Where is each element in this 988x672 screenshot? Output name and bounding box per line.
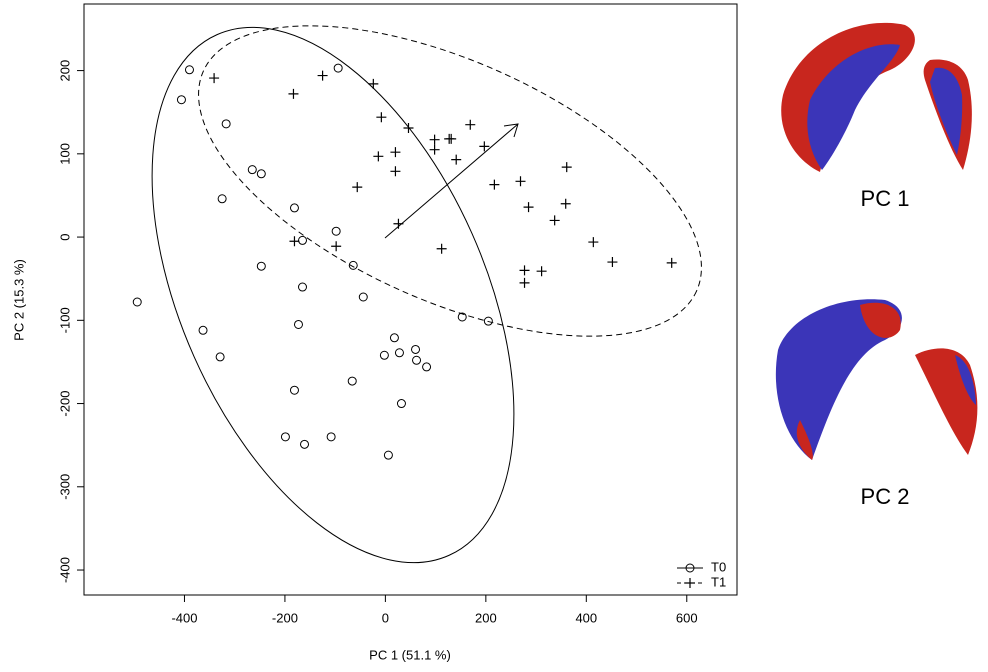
plot-box: [83, 3, 738, 596]
point: [256, 261, 266, 271]
point: [348, 260, 358, 270]
point: [132, 297, 142, 307]
point: [446, 133, 457, 144]
point: [184, 65, 194, 75]
point: [393, 218, 404, 229]
point: [176, 95, 186, 105]
point: [394, 348, 404, 358]
x-tick-label: -400: [171, 610, 197, 625]
point: [411, 344, 421, 354]
point: [221, 119, 231, 129]
point: [368, 78, 379, 89]
point: [588, 237, 599, 248]
y-tick-label: -300: [57, 474, 72, 500]
y-axis-label: PC 2 (15.3 %): [11, 259, 26, 341]
point: [429, 144, 440, 155]
legend-label: T0: [711, 559, 726, 574]
point: [489, 179, 500, 190]
y-tick-label: -200: [57, 391, 72, 417]
x-tick-label: 200: [475, 610, 497, 625]
point: [379, 350, 389, 360]
point: [422, 362, 432, 372]
x-tick-label: 400: [575, 610, 597, 625]
point: [536, 266, 547, 277]
point: [333, 63, 343, 73]
point: [666, 257, 677, 268]
point: [215, 352, 225, 362]
point: [607, 257, 618, 268]
legend-label: T1: [711, 574, 726, 589]
point: [383, 450, 393, 460]
point: [289, 203, 299, 213]
point: [451, 154, 462, 165]
x-axis-label: PC 1 (51.1 %): [369, 647, 451, 662]
point: [483, 316, 493, 326]
point: [412, 355, 422, 365]
x-tick-label: 0: [382, 610, 389, 625]
arrow-head: [503, 123, 519, 138]
legend-marker: [685, 578, 695, 588]
point: [352, 182, 363, 193]
point: [317, 70, 328, 81]
point: [331, 226, 341, 236]
point: [561, 162, 572, 173]
point: [217, 194, 227, 204]
legend-marker: [685, 563, 695, 573]
point: [515, 176, 526, 187]
point: [390, 166, 401, 177]
point: [293, 319, 303, 329]
point: [549, 215, 560, 226]
point: [403, 123, 414, 134]
point: [300, 439, 310, 449]
point: [560, 198, 571, 209]
point: [288, 88, 299, 99]
point: [298, 282, 308, 292]
x-tick-label: -200: [272, 610, 298, 625]
point: [373, 151, 384, 162]
y-tick-label: 100: [57, 143, 72, 165]
point: [390, 147, 401, 158]
point: [465, 119, 476, 130]
point: [523, 202, 534, 213]
point: [289, 236, 300, 247]
point: [519, 277, 530, 288]
point: [289, 385, 299, 395]
point: [256, 169, 266, 179]
point: [376, 112, 387, 123]
x-tick-label: 600: [676, 610, 698, 625]
point: [209, 73, 220, 84]
point: [298, 235, 308, 245]
panel-label: PC 2: [861, 484, 910, 509]
point: [358, 292, 368, 302]
point: [479, 141, 490, 152]
point: [457, 312, 467, 322]
y-tick-label: 0: [57, 233, 72, 240]
point: [436, 243, 447, 254]
point: [396, 399, 406, 409]
point: [326, 432, 336, 442]
point: [389, 333, 399, 343]
shape-pc2: [775, 299, 978, 460]
point: [247, 165, 257, 175]
ellipse-t1: [198, 25, 702, 337]
arrow: [384, 123, 519, 239]
panel-label: PC 1: [861, 186, 910, 211]
y-tick-label: -100: [57, 307, 72, 333]
point: [347, 376, 357, 386]
point: [198, 325, 208, 335]
point: [331, 241, 342, 252]
y-tick-label: 200: [57, 60, 72, 82]
ellipse-t0: [151, 26, 515, 564]
y-tick-label: -400: [57, 557, 72, 583]
point: [429, 134, 440, 145]
point: [519, 265, 530, 276]
shape-pc1: [781, 22, 972, 172]
point: [280, 432, 290, 442]
